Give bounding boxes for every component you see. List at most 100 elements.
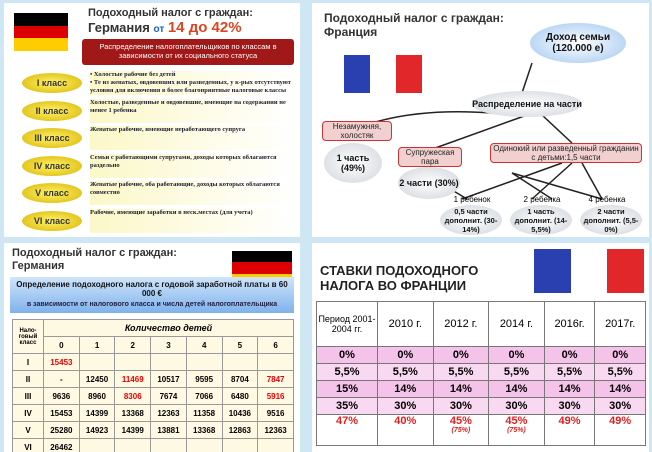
table-cell: [114, 353, 152, 371]
column-header: 2016г.: [543, 301, 596, 347]
corner-cell: Нало-говый класс: [12, 319, 44, 354]
column-header: 2010 г.: [377, 301, 434, 347]
cell-value: 5,5%: [607, 366, 633, 378]
row-header: IV: [12, 404, 44, 422]
table-cell: 26462: [43, 438, 80, 452]
rates-table: Период 2001-2004 гг. 2010 г. 2012 г. 2014 г…: [316, 301, 646, 446]
class-pill: V класс: [22, 183, 82, 203]
table-cell: [114, 438, 152, 452]
cell-value: 35%: [335, 400, 359, 412]
slide-france-diagram: Подоходный налог с граждан: Франция Дохо…: [312, 3, 649, 237]
slide-france-table: СТАВКИ ПОДОХОДНОГО НАЛОГА ВО ФРАНЦИИ Пер…: [312, 243, 649, 452]
table-cell: 9516: [257, 404, 294, 422]
table-row: VI 26462: [12, 438, 294, 452]
class-pill: IV класс: [22, 155, 82, 176]
cell-value: 5,5%: [392, 366, 418, 378]
table-row: 15% 14% 14% 14% 14% 14%: [316, 380, 646, 398]
header-row: Нало-говый класс Количество детей: [12, 319, 294, 354]
table-row: 47% 40% 45% (75%) 45% (75%) 49% 49%: [316, 414, 646, 446]
cell-value: 45%: [505, 415, 528, 427]
table-cell: 35%: [316, 397, 378, 415]
table-cell: 14923: [78, 421, 116, 439]
table-cell: 45% (75%): [488, 414, 545, 446]
cell-value: 5,5%: [334, 366, 360, 378]
table-cell: 15453: [43, 353, 80, 371]
cell-value: 14%: [394, 383, 417, 395]
class-description: Холостые, разведенные и овдовевшие, имею…: [90, 98, 296, 123]
table-row: IV 15453 14399 13368 12363 11358 10436 9516: [12, 404, 294, 422]
flag-germany: [14, 13, 68, 52]
table-cell: 13881: [150, 421, 187, 439]
description-line: Рабочие, имеющие заработки в неск.местах…: [90, 208, 253, 216]
table-cell: [150, 438, 187, 452]
class-pill: II класс: [22, 100, 82, 121]
table-cell: 5916: [257, 387, 294, 405]
class-description: • Холостые рабочие без детей • Те из жена…: [90, 71, 296, 95]
column-header: 2017г.: [594, 301, 646, 347]
banner: Распределение налогоплательщиков по клас…: [82, 39, 294, 65]
table-cell: 10517: [150, 370, 187, 388]
table-cell: [185, 353, 223, 371]
column-header: 1: [78, 336, 116, 354]
cell-value: 0%: [452, 349, 469, 361]
table-cell: 10436: [221, 404, 259, 422]
node-single: Незамужняя, холостяк: [322, 121, 392, 141]
column-header: 6: [257, 336, 294, 354]
node-child1-share: 0,5 части дополнит. (30-14%): [440, 205, 502, 235]
cell-value: 0%: [561, 349, 578, 361]
table-cell: 0%: [594, 346, 646, 364]
slide-germany-table: Подоходный налог с граждан: Германия Опр…: [4, 243, 300, 452]
class-pill: III класс: [22, 128, 82, 148]
table-cell: 13368: [185, 421, 223, 439]
column-header: 2: [114, 336, 152, 354]
table-cell: 0%: [377, 346, 434, 364]
table-cell: 5,5%: [488, 363, 545, 381]
table-cell: [221, 438, 259, 452]
node-single-share: 1 часть (49%): [324, 143, 382, 183]
cell-value: 30%: [558, 400, 581, 412]
table-cell: 5,5%: [543, 363, 596, 381]
table-cell: [150, 353, 187, 371]
table-cell: [78, 438, 116, 452]
column-header: Период 2001-2004 гг.: [316, 301, 378, 347]
table-cell: 5,5%: [316, 363, 378, 381]
table-cell: 13368: [114, 404, 152, 422]
table-cell: 14%: [377, 380, 434, 398]
table-cell: 49%: [594, 414, 646, 446]
table-cell: 12863: [221, 421, 259, 439]
column-header: 4: [185, 336, 223, 354]
table-cell: 11469: [114, 370, 152, 388]
table-cell: 14399: [78, 404, 116, 422]
description-line: • Те из женатых, овдовевших или разведен…: [90, 79, 291, 94]
table-cell: 7847: [257, 370, 294, 388]
cell-value: 14%: [505, 383, 528, 395]
table-cell: 30%: [377, 397, 434, 415]
table-cell: 47%: [316, 414, 378, 446]
header-row: Период 2001-2004 гг. 2010 г. 2012 г. 2014 г…: [316, 301, 646, 347]
table-cell: 12363: [150, 404, 187, 422]
cell-value: 49%: [558, 415, 581, 427]
table-cell: 0%: [316, 346, 378, 364]
column-header: 2014 г.: [488, 301, 545, 347]
table-cell: 45% (75%): [432, 414, 490, 446]
node-child1: 1 ребенок: [453, 195, 491, 204]
node-parent: Одинокий или разведенный гражданин с дет…: [490, 143, 642, 163]
description-line: Холостые, разведенные и овдовевшие, имею…: [90, 98, 286, 114]
table-row: III 9636 8960 8306 7674 7066 6480 5916: [12, 387, 294, 405]
cell-value: 47%: [335, 415, 359, 427]
slide-germany-classes: Подоходный налог с граждан: Германия от …: [4, 3, 300, 237]
table-cell: 11358: [185, 404, 223, 422]
table-cell: 7066: [185, 387, 223, 405]
row-header: II: [12, 370, 44, 388]
node-child4-share: 2 части дополнит. (5,5-0%): [580, 205, 642, 235]
row-header: V: [12, 421, 44, 439]
table-cell: 15453: [43, 404, 80, 422]
range-prefix: от: [153, 24, 165, 35]
table-cell: 40%: [377, 414, 434, 446]
flag-france: [344, 55, 422, 93]
table-cell: 5,5%: [377, 363, 434, 381]
table-cell: 5,5%: [594, 363, 646, 381]
column-header: 3: [150, 336, 187, 354]
